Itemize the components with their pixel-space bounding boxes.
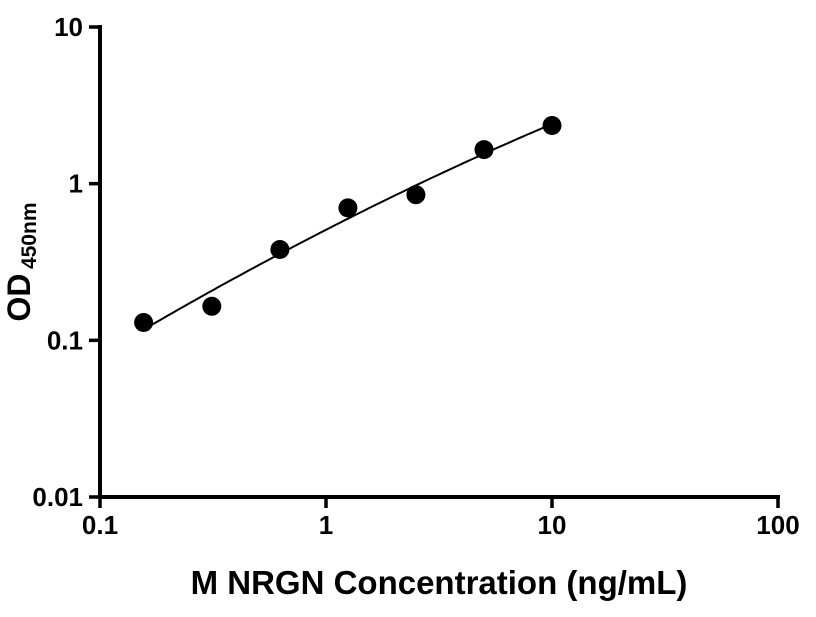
- data-point: [542, 116, 562, 135]
- data-point: [406, 185, 426, 205]
- y-axis-title: OD 450nm: [1, 203, 41, 322]
- data-point: [202, 296, 222, 316]
- y-tick-label: 0.1: [47, 325, 83, 355]
- x-tick-label: 1: [319, 510, 333, 540]
- data-point: [134, 313, 154, 332]
- data-point: [474, 140, 494, 160]
- y-axis-title-subscript: 450nm: [18, 203, 41, 270]
- y-tick-label: 0.01: [32, 482, 83, 512]
- data-point: [338, 198, 358, 218]
- axes: [98, 25, 780, 499]
- x-axis-title: M NRGN Concentration (ng/mL): [191, 564, 688, 601]
- y-axis-title-main: OD: [1, 274, 37, 322]
- data-point: [270, 240, 290, 259]
- x-tick-label: 10: [538, 510, 567, 540]
- x-tick-label: 100: [756, 510, 799, 540]
- y-tick-label: 1: [69, 169, 83, 199]
- data-points: [134, 116, 562, 332]
- y-axis-ticks: 0.01 0.1 1 10: [32, 12, 100, 512]
- y-tick-label: 10: [54, 12, 83, 42]
- x-axis-ticks: 0.1 1 10 100: [82, 497, 800, 540]
- x-tick-label: 0.1: [82, 510, 118, 540]
